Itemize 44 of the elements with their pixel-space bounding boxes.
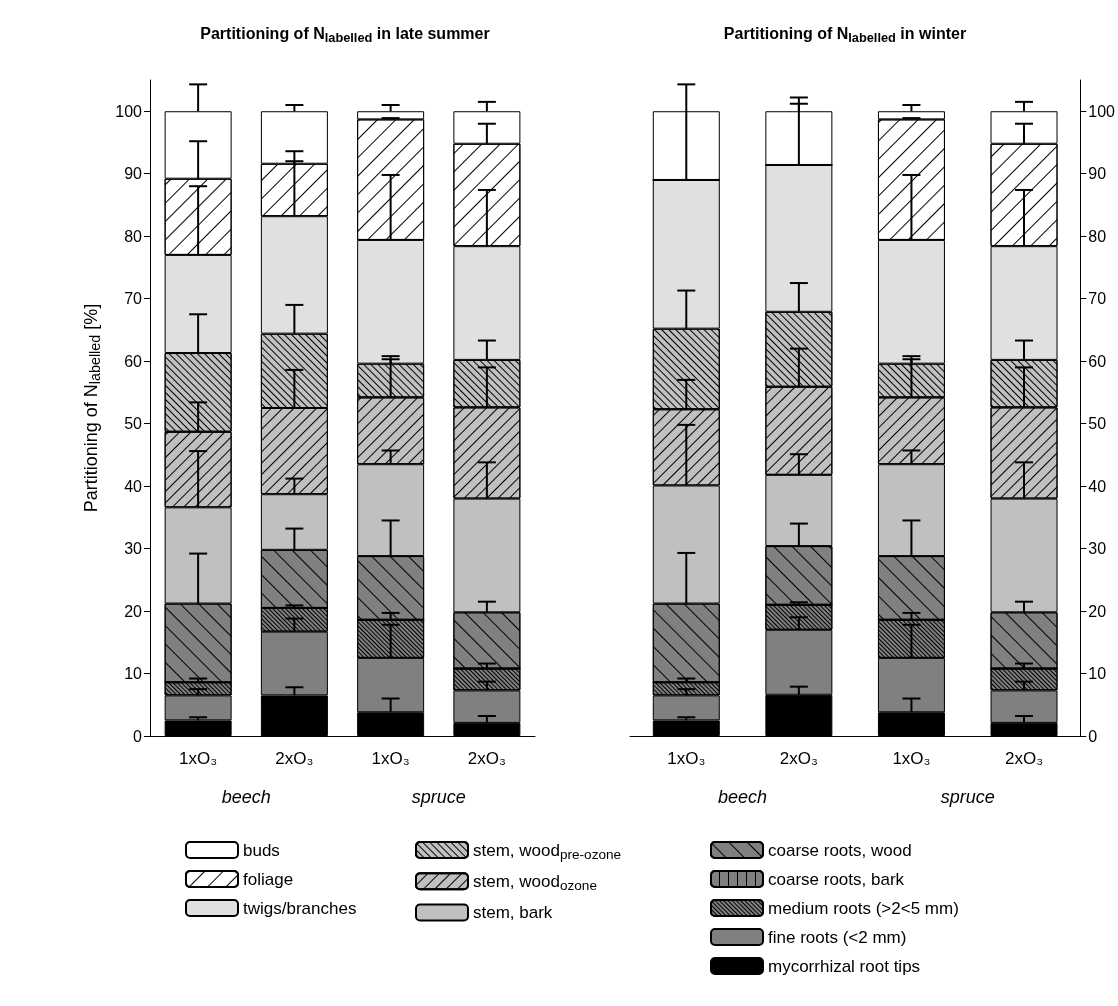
legend-label: coarse roots, bark <box>768 869 905 889</box>
y-tick-label: 10 <box>1088 665 1107 683</box>
text: beech <box>221 787 271 807</box>
x-tick-label: 2xO₃ <box>1004 749 1044 768</box>
x-tick-label: 1xO₃ <box>892 749 931 768</box>
text: beech <box>718 787 768 807</box>
y-tick-label: 10 <box>124 665 143 683</box>
y-axis-title: Partitioning of Nlabelled [%] <box>80 303 103 513</box>
y-tick-label: 50 <box>124 415 143 433</box>
y-tick-label: 80 <box>1088 227 1107 245</box>
y-tick-label: 60 <box>1088 352 1107 370</box>
text: spruce <box>411 787 466 807</box>
y-tick-label: 70 <box>124 290 143 308</box>
legend-label: foliage <box>243 869 294 889</box>
y-tick-label: 100 <box>115 102 143 120</box>
y-tick-label: 70 <box>1088 290 1107 308</box>
y-tick-label: 0 <box>1088 727 1098 745</box>
y-tick-label: 20 <box>124 602 143 620</box>
text: spruce <box>940 787 995 807</box>
legend-label: buds <box>243 840 280 860</box>
legend-label: mycorrhizal root tips <box>768 956 921 976</box>
legend-label: medium roots (>2<5 mm) <box>768 898 959 918</box>
legend-label: coarse roots, wood <box>768 840 912 860</box>
y-tick-label: 0 <box>133 727 143 745</box>
legend-label: stem, bark <box>473 903 553 922</box>
y-tick-label: 90 <box>1088 165 1107 183</box>
y-tick-label: 30 <box>1088 540 1107 558</box>
legend-label: fine roots (<2 mm) <box>768 927 907 947</box>
x-tick-label: 1xO₃ <box>667 749 706 768</box>
y-tick-label: 30 <box>124 540 143 558</box>
y-tick-label: 40 <box>1088 477 1107 495</box>
y-tick-label: 100 <box>1088 102 1116 120</box>
y-tick-label: 90 <box>124 165 143 183</box>
y-tick-label: 50 <box>1088 415 1107 433</box>
x-tick-label: 2xO₃ <box>779 749 818 768</box>
y-tick-label: 20 <box>1088 602 1107 620</box>
y-tick-label: 60 <box>124 352 143 370</box>
legend-label: twigs/branches <box>243 898 357 918</box>
x-tick-label: 2xO₃ <box>275 749 314 768</box>
y-tick-label: 80 <box>124 227 143 245</box>
x-tick-label: 1xO₃ <box>371 749 410 768</box>
x-tick-label: 2xO₃ <box>467 749 506 768</box>
y-tick-label: 40 <box>124 477 143 495</box>
x-tick-label: 1xO₃ <box>179 749 218 768</box>
